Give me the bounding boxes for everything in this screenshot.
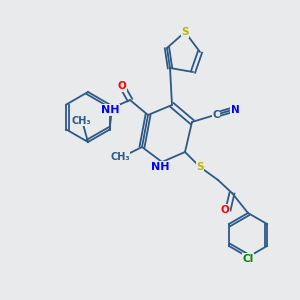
Text: O: O: [220, 205, 230, 215]
Text: CH₃: CH₃: [71, 116, 91, 126]
Text: C: C: [212, 110, 220, 120]
Text: N: N: [231, 105, 239, 115]
Text: S: S: [181, 27, 189, 37]
Text: NH: NH: [101, 105, 119, 115]
Text: S: S: [196, 162, 204, 172]
Text: O: O: [118, 81, 126, 91]
Text: CH₃: CH₃: [110, 152, 130, 162]
Text: NH: NH: [151, 162, 169, 172]
Text: Cl: Cl: [242, 254, 253, 264]
